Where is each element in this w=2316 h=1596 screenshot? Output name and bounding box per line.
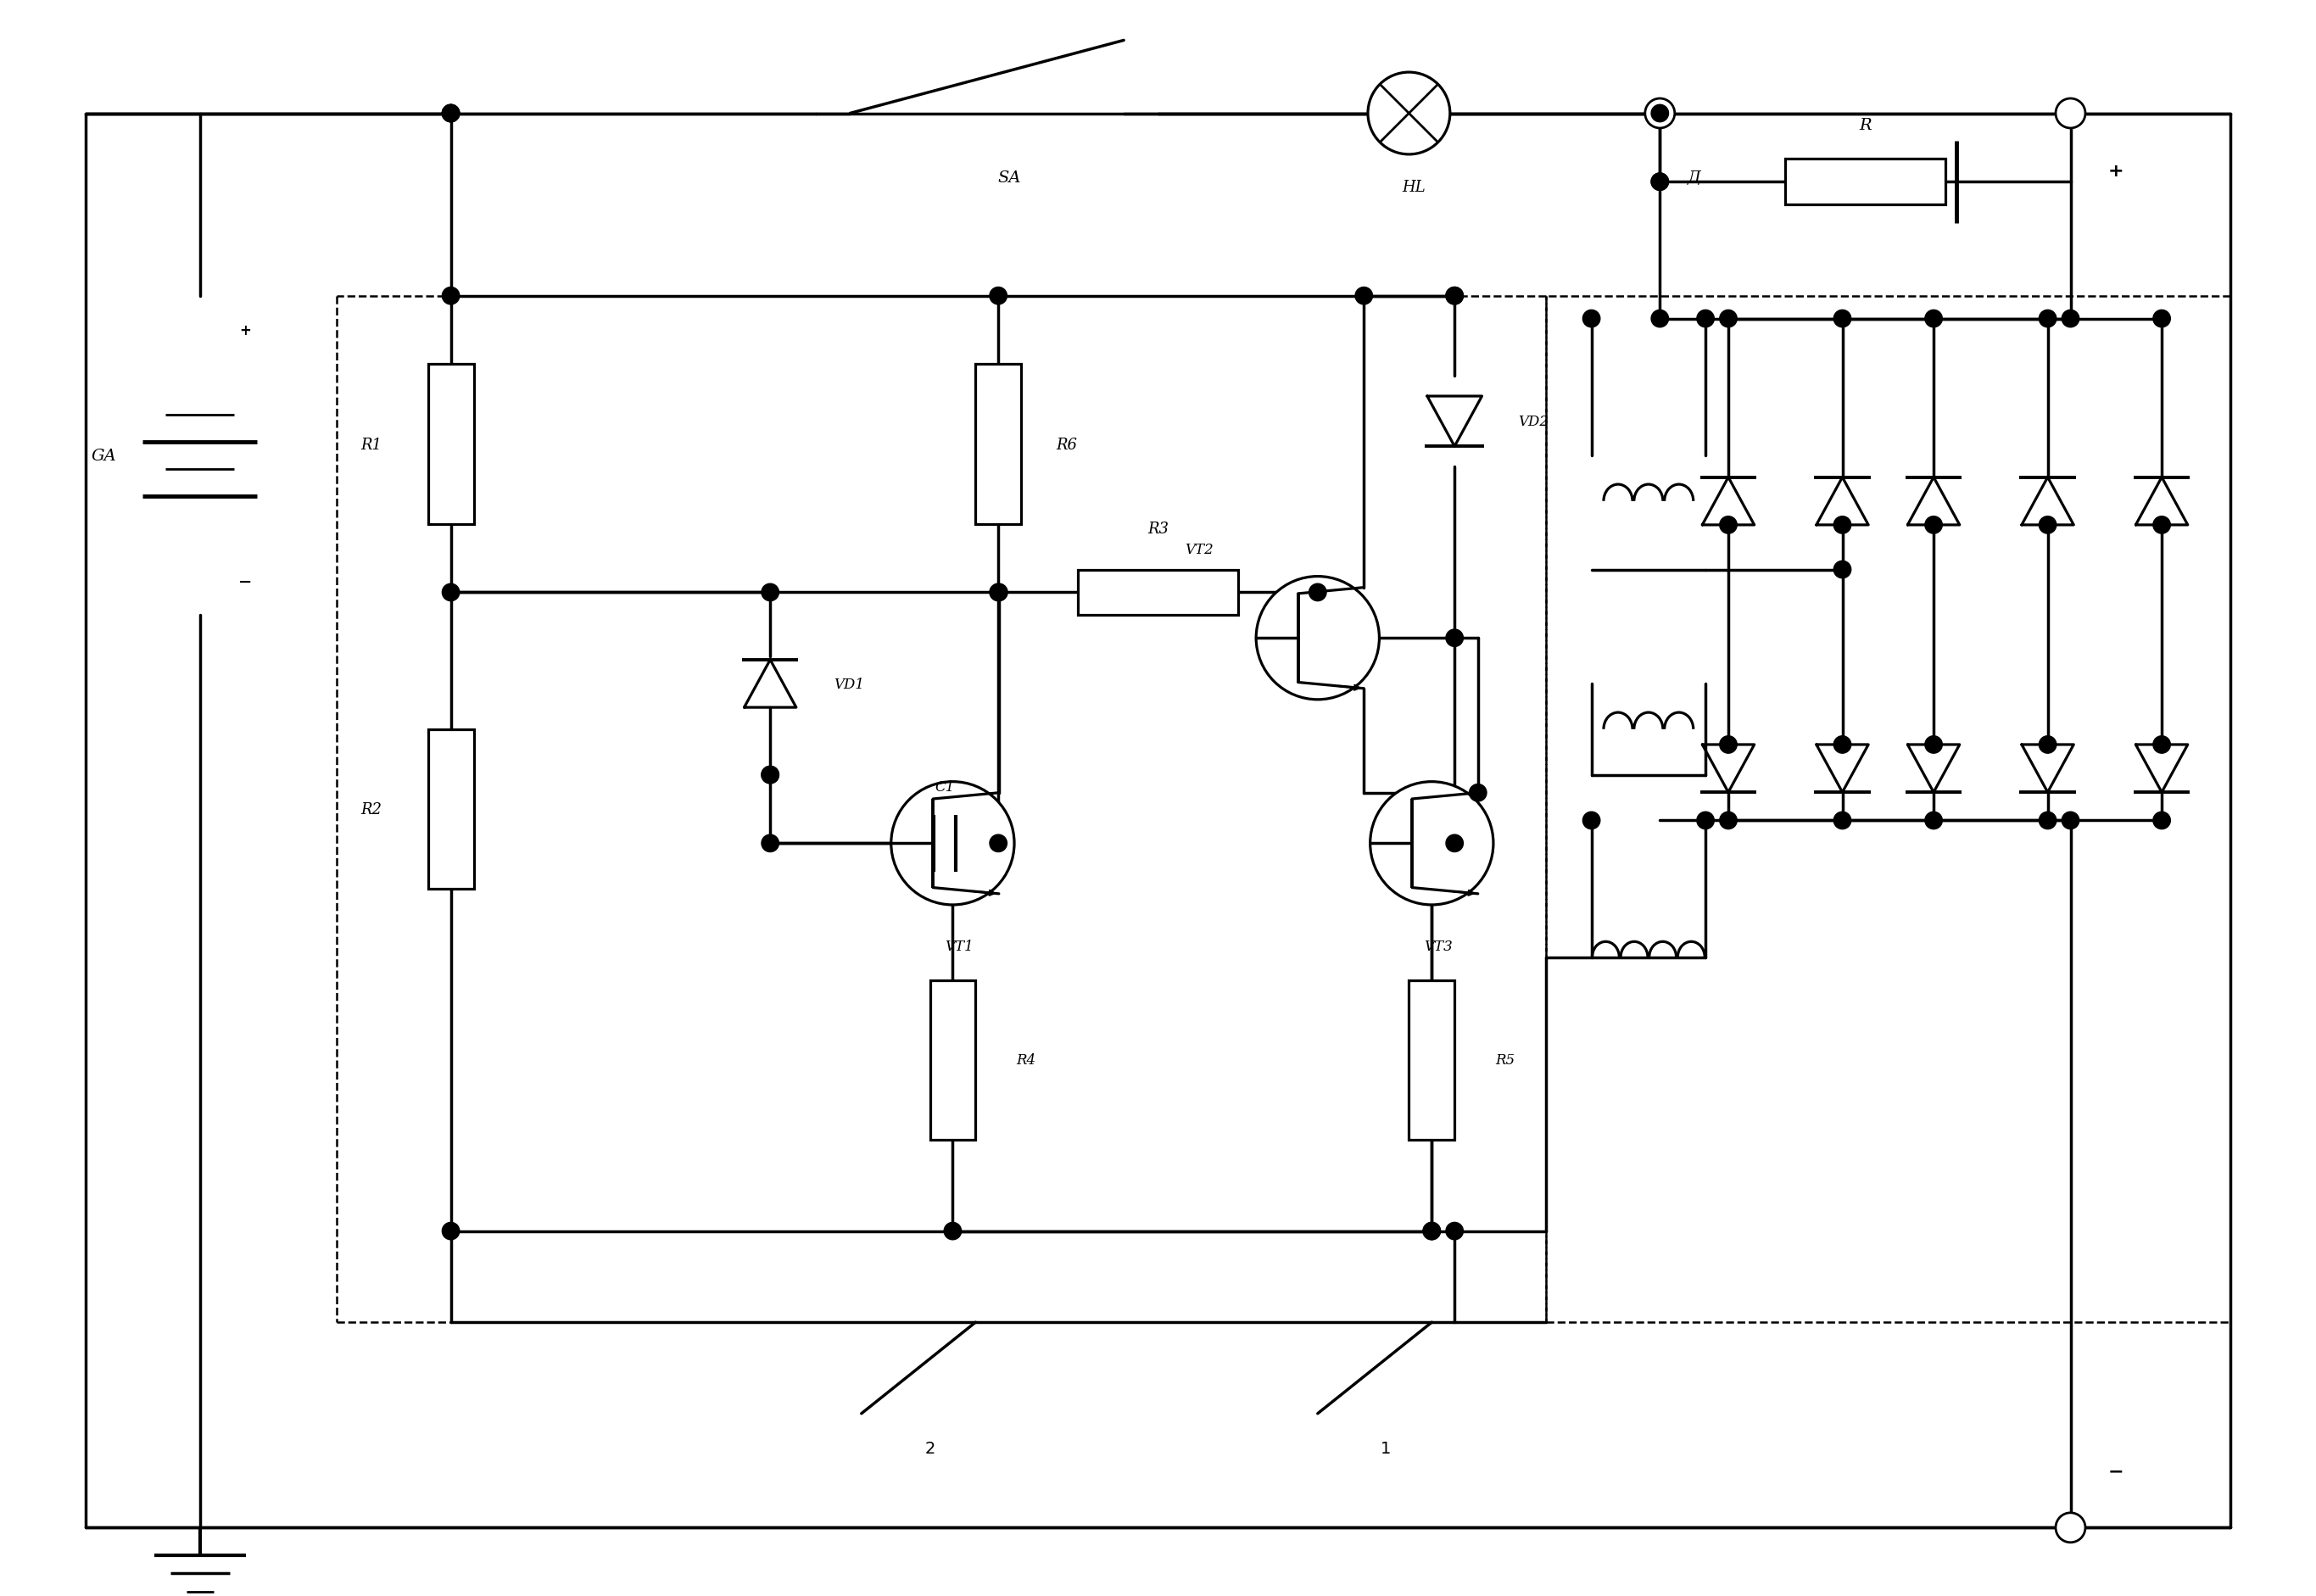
Text: R6: R6	[1056, 437, 1077, 452]
Text: Д: Д	[1688, 171, 1700, 185]
Circle shape	[2038, 517, 2057, 535]
Text: 2: 2	[924, 1440, 936, 1456]
Circle shape	[1371, 782, 1494, 905]
Circle shape	[2057, 1513, 2084, 1542]
Circle shape	[1255, 576, 1380, 701]
Circle shape	[989, 584, 1007, 602]
Circle shape	[442, 105, 459, 123]
Circle shape	[1445, 1223, 1464, 1240]
Circle shape	[1651, 174, 1668, 192]
Circle shape	[1925, 311, 1943, 327]
Text: 1: 1	[1380, 1440, 1392, 1456]
Circle shape	[1369, 73, 1450, 155]
Bar	[931, 980, 975, 1140]
Circle shape	[1445, 835, 1464, 852]
Circle shape	[2038, 812, 2057, 830]
Text: SA: SA	[998, 171, 1021, 185]
Circle shape	[442, 105, 459, 123]
Circle shape	[1834, 562, 1850, 579]
Circle shape	[1834, 736, 1850, 753]
Circle shape	[1651, 105, 1668, 123]
Text: −: −	[2108, 1462, 2124, 1479]
Circle shape	[1925, 812, 1943, 830]
Text: +: +	[2108, 163, 2124, 179]
Bar	[1408, 980, 1454, 1140]
Text: −: −	[239, 573, 252, 589]
Circle shape	[442, 105, 459, 123]
Text: VD1: VD1	[834, 677, 864, 691]
Circle shape	[2154, 812, 2170, 830]
Circle shape	[442, 1223, 459, 1240]
Circle shape	[1721, 736, 1737, 753]
Text: HL: HL	[1401, 179, 1424, 195]
Text: GA: GA	[90, 448, 116, 463]
Circle shape	[442, 584, 459, 602]
Text: VD2: VD2	[1519, 415, 1549, 429]
Circle shape	[1834, 812, 1850, 830]
Circle shape	[1651, 311, 1668, 327]
Circle shape	[1721, 812, 1737, 830]
Circle shape	[1834, 311, 1850, 327]
Text: VT3: VT3	[1424, 938, 1452, 953]
Circle shape	[1422, 1223, 1441, 1240]
Circle shape	[1445, 287, 1464, 305]
Circle shape	[2154, 736, 2170, 753]
Text: C1: C1	[936, 779, 954, 793]
Circle shape	[2061, 812, 2080, 830]
Circle shape	[762, 766, 778, 784]
Text: R2: R2	[361, 801, 382, 817]
Circle shape	[1698, 812, 1714, 830]
Text: R4: R4	[1017, 1053, 1035, 1068]
Circle shape	[2154, 517, 2170, 535]
Bar	[1079, 570, 1237, 616]
Text: R: R	[1860, 118, 1871, 132]
Circle shape	[1834, 517, 1850, 535]
Circle shape	[945, 1223, 961, 1240]
Bar	[428, 729, 475, 889]
Bar	[428, 365, 475, 525]
Circle shape	[989, 835, 1007, 852]
Circle shape	[1698, 311, 1714, 327]
Bar	[975, 365, 1021, 525]
Circle shape	[442, 287, 459, 305]
Text: VT2: VT2	[1186, 543, 1214, 557]
Circle shape	[2061, 311, 2080, 327]
Circle shape	[2057, 99, 2084, 129]
Circle shape	[1582, 311, 1600, 327]
Circle shape	[762, 766, 778, 784]
Circle shape	[1925, 517, 1943, 535]
Circle shape	[2038, 311, 2057, 327]
Text: R5: R5	[1496, 1053, 1515, 1068]
Text: R1: R1	[361, 437, 382, 452]
Circle shape	[1422, 1223, 1441, 1240]
Text: +: +	[239, 322, 252, 338]
Bar	[1786, 160, 1945, 206]
Circle shape	[2038, 736, 2057, 753]
Circle shape	[1468, 785, 1487, 801]
Circle shape	[991, 584, 1007, 602]
Circle shape	[1721, 311, 1737, 327]
Circle shape	[989, 287, 1007, 305]
Circle shape	[1445, 630, 1464, 646]
Circle shape	[1644, 99, 1674, 129]
Circle shape	[1445, 287, 1464, 305]
Circle shape	[2154, 311, 2170, 327]
Circle shape	[1925, 736, 1943, 753]
Circle shape	[1582, 812, 1600, 830]
Circle shape	[1651, 174, 1668, 192]
Circle shape	[892, 782, 1014, 905]
Circle shape	[1355, 287, 1373, 305]
Circle shape	[762, 835, 778, 852]
Text: R3: R3	[1146, 522, 1170, 536]
Text: VT1: VT1	[945, 938, 973, 953]
Circle shape	[1721, 517, 1737, 535]
Circle shape	[1309, 584, 1327, 602]
Circle shape	[762, 584, 778, 602]
